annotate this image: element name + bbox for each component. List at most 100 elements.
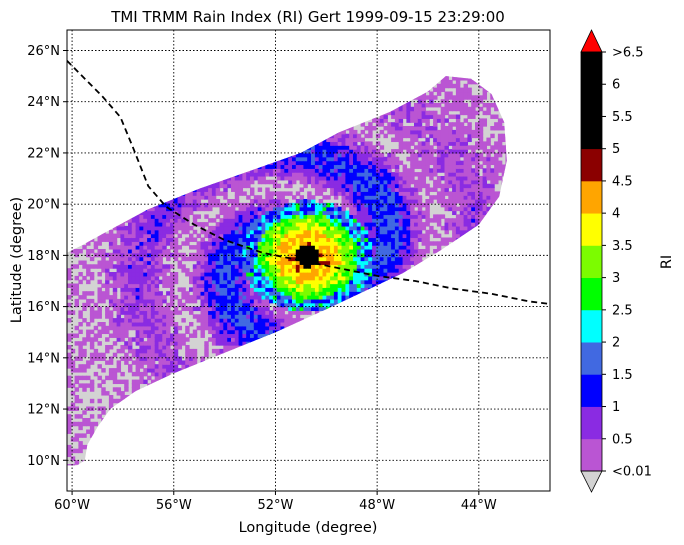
rain-cell [265, 295, 270, 300]
rain-cell [292, 318, 297, 323]
rain-cell [120, 348, 125, 354]
rain-cell [196, 264, 202, 269]
rain-cell [242, 202, 247, 208]
rain-cell [143, 325, 148, 331]
rain-cell [78, 310, 83, 315]
rain-cell [257, 187, 263, 192]
rain-cell [89, 272, 95, 277]
rain-cell [89, 433, 95, 438]
rain-cell [234, 337, 240, 342]
rain-cell [299, 222, 305, 227]
rain-cell [170, 237, 175, 242]
rain-cell [78, 364, 83, 369]
rain-cell [158, 291, 163, 296]
rain-cell [67, 414, 72, 419]
rain-cell [170, 222, 175, 227]
rain-cell [162, 318, 167, 323]
rain-cell [231, 318, 236, 323]
rain-cell [292, 260, 297, 265]
rain-cell [223, 183, 228, 189]
rain-cell [74, 406, 80, 411]
rain-cell [284, 183, 289, 189]
rain-cell [280, 202, 285, 208]
rain-cell [124, 325, 129, 331]
rain-cell [288, 176, 293, 181]
rain-cell [253, 206, 259, 212]
rain-cell [238, 214, 244, 219]
rain-cell [215, 225, 221, 231]
rain-cell [162, 229, 167, 235]
rain-cell [250, 272, 255, 277]
rain-cell [303, 275, 308, 281]
rain-cell [257, 233, 263, 239]
rain-cell [120, 275, 125, 281]
rain-cell [242, 302, 247, 308]
rain-cell [299, 229, 305, 235]
rain-cell [147, 360, 152, 365]
rain-cell [231, 183, 236, 189]
rain-cell [154, 264, 160, 269]
rain-cell [295, 302, 301, 308]
rain-cell [105, 337, 110, 342]
rain-cell [299, 202, 305, 208]
rain-cell [227, 241, 232, 246]
rain-cell [238, 329, 244, 335]
rain-cell [70, 402, 76, 408]
rain-cell [139, 279, 144, 285]
rain-cell [173, 325, 179, 331]
rain-cell [154, 364, 160, 369]
rain-cell [227, 287, 232, 292]
rain-cell [238, 245, 244, 250]
rain-cell [177, 360, 183, 365]
rain-cell [284, 264, 289, 269]
rain-cell [82, 444, 87, 450]
rain-cell [257, 260, 263, 265]
rain-cell [97, 306, 102, 312]
rain-cell [86, 241, 91, 246]
rain-cell [238, 237, 244, 242]
rain-cell [150, 371, 156, 377]
rain-cell [185, 325, 190, 331]
rain-cell [234, 249, 240, 254]
rain-cell [147, 287, 152, 292]
rain-cell [150, 302, 156, 308]
rain-cell [162, 333, 167, 338]
rain-cell [208, 249, 213, 254]
rain-cell [101, 252, 106, 258]
rain-cell [276, 260, 282, 265]
rain-cell [158, 245, 163, 250]
rain-cell [139, 352, 144, 358]
rain-cell [265, 306, 270, 312]
rain-cell [234, 310, 240, 315]
rain-cell [101, 283, 106, 288]
rain-cell [280, 249, 285, 254]
rain-cell [231, 225, 236, 231]
rain-cell [82, 348, 87, 354]
rain-cell [139, 287, 144, 292]
rain-cell [284, 306, 289, 312]
rain-cell [242, 256, 247, 262]
rain-cell [280, 322, 285, 327]
rain-cell [299, 233, 305, 239]
rain-cell [192, 218, 198, 223]
rain-cell [234, 329, 240, 335]
rain-cell [219, 229, 224, 235]
rain-cell [299, 275, 305, 281]
rain-cell [261, 314, 266, 319]
rain-cell [257, 310, 263, 315]
rain-cell [189, 360, 194, 365]
rain-cell [238, 283, 244, 288]
rain-cell [223, 214, 228, 219]
rain-cell [135, 264, 141, 269]
rain-cell [101, 291, 106, 296]
rain-cell [223, 187, 228, 192]
rain-cell [170, 298, 175, 304]
rain-cell [269, 325, 274, 331]
rain-cell [124, 295, 129, 300]
rain-cell [223, 275, 228, 281]
rain-cell [250, 245, 255, 250]
rain-cell [276, 295, 282, 300]
rain-cell [173, 279, 179, 285]
rain-cell [272, 237, 278, 242]
rain-cell [227, 256, 232, 262]
